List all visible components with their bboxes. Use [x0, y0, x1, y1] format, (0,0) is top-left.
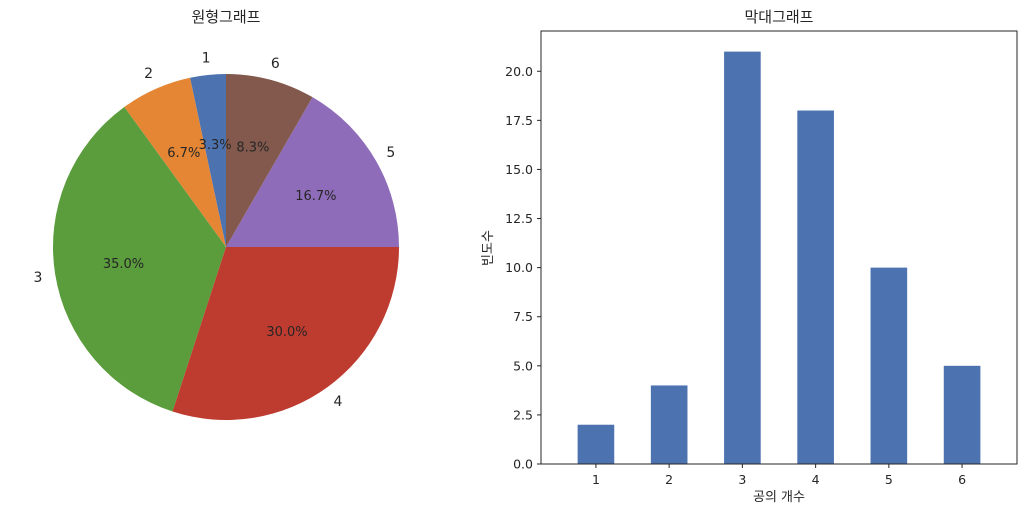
pie-slice-2: [124, 77, 226, 247]
pie-slice-1: [190, 73, 226, 247]
pie-category-label: 3: [34, 270, 43, 286]
pie-slice-5: [226, 97, 399, 248]
bar-x-axis-label: 공의 개수: [753, 490, 805, 505]
bar-3: [724, 51, 761, 465]
bar-x-ticks: 1 2 3 4 5 6: [592, 464, 966, 487]
x-tick-label: 6: [958, 472, 966, 487]
y-tick-label: 10.0: [505, 260, 533, 275]
bar-4: [797, 110, 834, 464]
bar-y-ticks: 0.0 2.5 5.0 7.5 10.0 12.5 15.0 17.5 20.0: [505, 64, 541, 472]
pie-percent-label: 16.7%: [295, 189, 336, 204]
pie-percent-label: 35.0%: [103, 257, 144, 272]
pie-category-label: 6: [271, 56, 280, 72]
y-tick-label: 7.5: [513, 309, 533, 324]
pie-slices: [53, 73, 399, 420]
pie-percent-labels: 3.3%6.7% 35.0% 30.0% 16.7% 8.3%: [103, 138, 337, 340]
pie-slice-3: [53, 107, 227, 412]
bar-6: [943, 365, 981, 464]
bar-1: [577, 424, 615, 464]
y-tick-label: 2.5: [513, 407, 533, 422]
bar-5: [870, 267, 908, 464]
x-tick-label: 2: [665, 472, 673, 487]
x-tick-label: 4: [812, 472, 820, 487]
pie-category-label: 2: [144, 66, 153, 82]
bar-y-axis-label: 빈도수: [481, 230, 496, 266]
pie-percent-label: 30.0%: [266, 325, 307, 340]
y-tick-label: 20.0: [505, 64, 533, 79]
pie-slice-4: [172, 247, 399, 420]
pie-category-label: 4: [333, 394, 342, 410]
x-tick-label: 3: [738, 472, 746, 487]
pie-category-labels: 1 2 3 4 5 6: [34, 51, 396, 410]
pie-category-label: 5: [386, 145, 395, 161]
y-tick-label: 12.5: [505, 211, 533, 226]
bar-2: [650, 385, 688, 464]
pie-category-label: 1: [202, 51, 211, 67]
y-tick-label: 5.0: [513, 358, 533, 373]
x-tick-label: 5: [885, 472, 893, 487]
y-tick-label: 0.0: [513, 457, 533, 472]
bar-chart: 막대그래프 0.0 2.5 5.0 7.5 10.0 12.5 15.0 17.5 20.0 1…: [481, 8, 1018, 505]
pie-percent-label: 3.3%: [199, 138, 232, 153]
pie-percent-label: 8.3%: [236, 141, 269, 156]
pie-chart: 원형그래프 1 2 3 4 5 6 3.3%6.7% 35.0% 30.0% 16.7% 8.3%: [34, 8, 399, 420]
bar-bars: [577, 51, 981, 465]
bar-axes-frame: [540, 30, 1018, 465]
y-tick-label: 15.0: [505, 162, 533, 177]
bar-title: 막대그래프: [744, 8, 813, 26]
pie-slice-6: [226, 74, 313, 247]
y-tick-label: 17.5: [505, 113, 533, 128]
x-tick-label: 1: [592, 472, 600, 487]
pie-percent-label: 6.7%: [167, 146, 200, 161]
pie-title: 원형그래프: [191, 8, 260, 26]
